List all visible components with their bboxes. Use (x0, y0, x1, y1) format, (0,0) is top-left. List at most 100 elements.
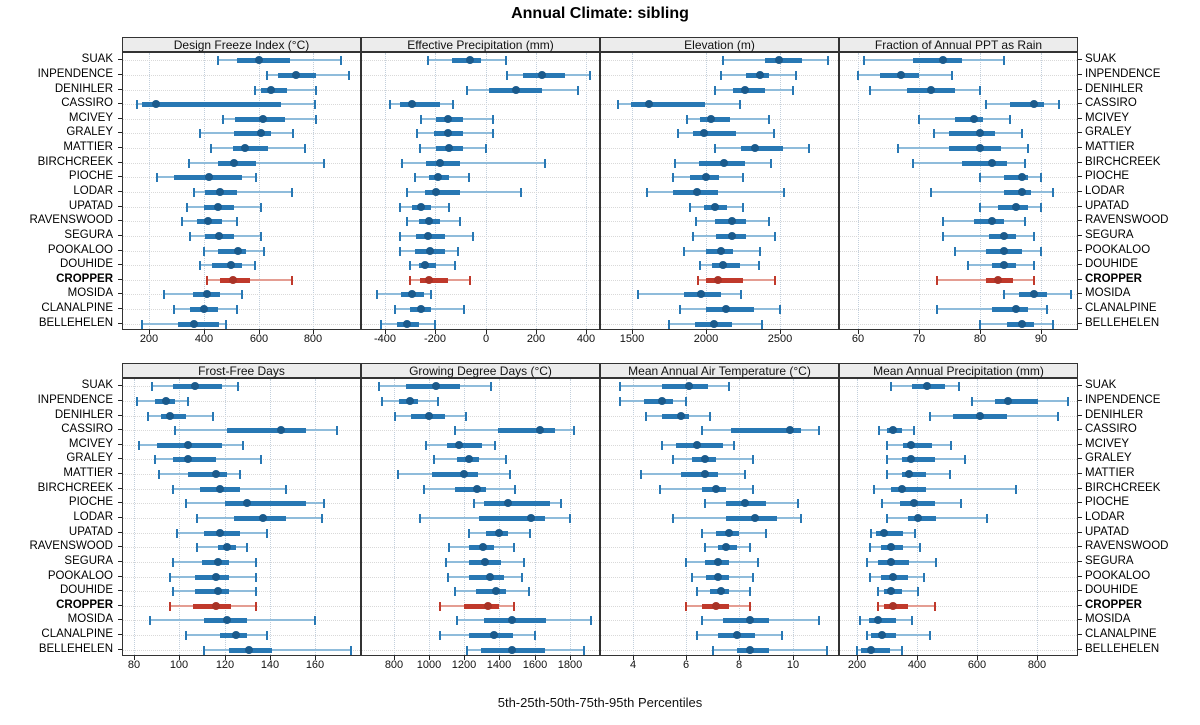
whisker-cap (136, 397, 138, 406)
whisker-cap (857, 71, 859, 80)
x-tick-label: 1000 (416, 659, 442, 671)
whisker-cap (468, 173, 470, 182)
y-tick-mark (118, 293, 122, 294)
whisker-cap (544, 159, 546, 168)
y-tick-mark (118, 235, 122, 236)
whisker-cap (314, 616, 316, 625)
whisker-cap (529, 529, 531, 538)
percentile-whisker (931, 191, 1053, 193)
whisker-cap (781, 631, 783, 640)
x-tick-label: 6 (682, 659, 690, 671)
x-tick-label: 400 (576, 333, 596, 345)
x-tick-mark (134, 656, 135, 660)
whisker-cap (154, 455, 156, 464)
whisker-cap (765, 529, 767, 538)
y-tick-mark (118, 147, 122, 148)
panel-plot (122, 378, 361, 656)
iqr-bar (891, 487, 926, 492)
whisker-cap (336, 426, 338, 435)
whisker-cap (701, 426, 703, 435)
whisker-cap (163, 290, 165, 299)
whisker-cap (222, 115, 224, 124)
median-dot (645, 100, 653, 108)
median-dot (907, 441, 915, 449)
whisker-cap (381, 397, 383, 406)
y-tick-mark (1078, 400, 1082, 401)
median-dot (255, 56, 263, 64)
site-label-right: LODAR (1085, 511, 1125, 523)
panel-strip: Effective Precipitation (mm) (361, 37, 600, 52)
whisker-cap (942, 232, 944, 241)
whisker-cap (169, 602, 171, 611)
row-gridline (362, 324, 599, 325)
row-gridline (362, 280, 599, 281)
x-gridline (1037, 379, 1038, 655)
whisker-cap (749, 543, 751, 552)
whisker-cap (695, 217, 697, 226)
x-tick-label: 1600 (522, 659, 548, 671)
whisker-cap (423, 485, 425, 494)
whisker-cap (172, 587, 174, 596)
panel-strip-title: Effective Precipitation (mm) (407, 38, 554, 52)
whisker-cap (196, 543, 198, 552)
percentile-whisker (407, 191, 521, 193)
whisker-cap (465, 412, 467, 421)
median-dot (697, 290, 705, 298)
whisker-cap (196, 514, 198, 523)
whisker-cap (979, 320, 981, 329)
whisker-cap (869, 573, 871, 582)
whisker-cap (752, 485, 754, 494)
y-tick-mark (118, 473, 122, 474)
whisker-cap (954, 247, 956, 256)
x-tick-label: 200 (139, 333, 159, 345)
median-dot (1012, 203, 1020, 211)
whisker-cap (172, 558, 174, 567)
whisker-cap (936, 305, 938, 314)
site-label-left: MOSIDA (67, 613, 113, 625)
whisker-cap (863, 56, 865, 65)
median-dot (417, 305, 425, 313)
median-dot (728, 217, 736, 225)
whisker-cap (399, 247, 401, 256)
site-label-right: POOKALOO (1085, 570, 1151, 582)
x-tick-label: 1500 (619, 333, 645, 345)
whisker-cap (506, 71, 508, 80)
whisker-cap (1052, 188, 1054, 197)
row-gridline (123, 221, 360, 222)
median-dot (746, 646, 754, 654)
whisker-cap (679, 305, 681, 314)
iqr-bar (178, 322, 219, 327)
row-gridline (362, 309, 599, 310)
median-dot (988, 217, 996, 225)
site-label-left: MCIVEY (68, 438, 113, 450)
whisker-cap (186, 203, 188, 212)
y-tick-mark (118, 279, 122, 280)
median-dot (214, 558, 222, 566)
whisker-cap (236, 217, 238, 226)
y-tick-mark (118, 619, 122, 620)
median-dot (486, 573, 494, 581)
panel-plot (600, 52, 839, 330)
whisker-cap (1067, 397, 1069, 406)
median-dot (725, 529, 733, 537)
whisker-cap (189, 232, 191, 241)
whisker-cap (749, 602, 751, 611)
median-dot (232, 631, 240, 639)
median-dot (712, 485, 720, 493)
site-label-right: SEGURA (1085, 555, 1134, 567)
x-tick-mark (394, 656, 395, 660)
whisker-cap (394, 305, 396, 314)
median-dot (867, 646, 875, 654)
median-dot (465, 455, 473, 463)
whisker-cap (260, 455, 262, 464)
median-dot (184, 441, 192, 449)
median-dot (897, 71, 905, 79)
median-dot (257, 129, 265, 137)
row-gridline (840, 177, 1077, 178)
whisker-cap (685, 602, 687, 611)
median-dot (484, 602, 492, 610)
median-dot (479, 543, 487, 551)
whisker-cap (427, 56, 429, 65)
panel-strip-title: Mean Annual Air Temperature (°C) (628, 364, 811, 378)
median-dot (267, 86, 275, 94)
